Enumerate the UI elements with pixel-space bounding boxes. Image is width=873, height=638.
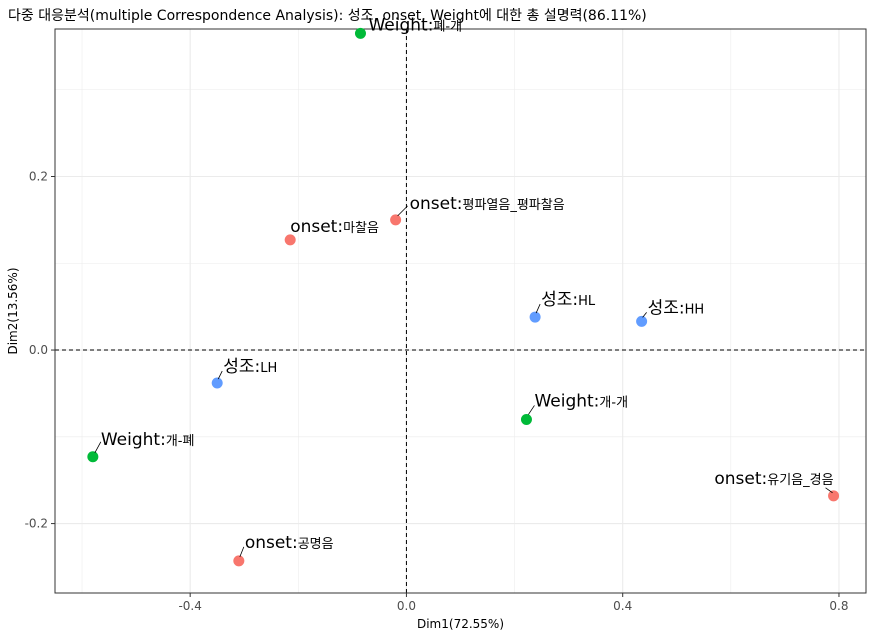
point-onset-1 — [390, 214, 402, 226]
point-label-level: 유기음_경음 — [767, 473, 833, 488]
point-label: onset:공명음 — [245, 533, 334, 553]
point-label-level: 폐-개 — [433, 19, 462, 34]
point-label-variable: 성조: — [648, 298, 685, 318]
point-label: 성조:HL — [541, 290, 596, 310]
label-leader-line — [528, 405, 535, 415]
panel-border — [54, 28, 867, 594]
label-leader-line — [239, 546, 245, 558]
point-label-variable: 성조: — [223, 357, 260, 377]
y-tick-label: -0.2 — [25, 517, 48, 531]
label-leader-line — [825, 487, 833, 494]
y-tick-label: 0.0 — [29, 343, 48, 357]
x-tick-label: 0.8 — [829, 599, 848, 613]
point-label: onset:마찰음 — [290, 217, 379, 237]
point-성조-3 — [529, 311, 541, 323]
point-weight-0 — [354, 27, 366, 39]
label-leader-line — [217, 370, 223, 380]
point-label: Weight:개-폐 — [101, 430, 195, 450]
point-label-level: HH — [685, 302, 705, 317]
point-onset-8 — [828, 490, 840, 502]
y-tick-label: 0.2 — [29, 170, 48, 184]
x-tick-label: 0.0 — [397, 599, 416, 613]
point-label-level: HL — [578, 294, 596, 309]
point-label-variable: onset: — [245, 533, 298, 553]
x-tick-label: -0.4 — [178, 599, 201, 613]
chart-title: 다중 대응분석(multiple Correspondence Analysis… — [8, 8, 647, 24]
point-label: Weight:폐-개 — [368, 15, 462, 35]
point-label-variable: onset: — [714, 469, 767, 489]
y-axis-title: Dim2(13.56%) — [6, 267, 20, 354]
label-leader-line — [535, 303, 541, 314]
point-label-variable: Weight: — [534, 391, 599, 411]
point-label-variable: 성조: — [541, 290, 578, 310]
point-label-variable: onset: — [290, 217, 343, 237]
point-label-level: 개-개 — [599, 395, 628, 410]
panel-background — [55, 29, 866, 593]
point-label: Weight:개-개 — [534, 391, 628, 411]
point-성조-5 — [211, 377, 223, 389]
x-axis-title: Dim1(72.55%) — [417, 617, 504, 631]
point-weight-7 — [87, 451, 99, 463]
point-label-variable: Weight: — [101, 430, 166, 450]
label-leader-line — [94, 441, 102, 453]
point-label-level: 평파열음_평파찰음 — [463, 198, 565, 213]
point-weight-6 — [520, 413, 532, 425]
point-label: 성조:LH — [223, 357, 277, 377]
point-label-variable: onset: — [410, 194, 463, 214]
point-label-variable: Weight: — [368, 15, 433, 35]
point-label-level: 마찰음 — [343, 221, 379, 236]
point-label: onset:평파열음_평파찰음 — [410, 194, 565, 214]
point-label-level: 공명음 — [298, 537, 334, 552]
label-leader-line — [397, 205, 408, 217]
point-onset-2 — [284, 234, 296, 246]
x-tick-label: 0.4 — [613, 599, 632, 613]
point-onset-9 — [233, 555, 245, 567]
point-label: onset:유기음_경음 — [714, 469, 833, 489]
point-label-level: 개-폐 — [166, 434, 195, 449]
point-label-level: LH — [260, 361, 277, 376]
point-성조-4 — [636, 315, 648, 327]
point-label: 성조:HH — [648, 298, 705, 318]
label-leader-line — [642, 312, 647, 318]
